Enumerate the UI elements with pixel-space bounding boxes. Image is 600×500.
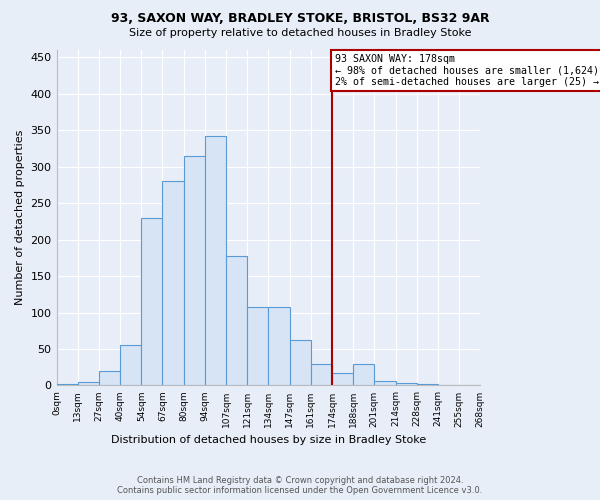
Text: 93, SAXON WAY, BRADLEY STOKE, BRISTOL, BS32 9AR: 93, SAXON WAY, BRADLEY STOKE, BRISTOL, B… — [110, 12, 490, 26]
Bar — [311, 364, 332, 386]
Text: Size of property relative to detached houses in Bradley Stoke: Size of property relative to detached ho… — [129, 28, 471, 38]
Bar — [395, 382, 417, 386]
Bar — [268, 306, 290, 386]
Text: Contains HM Land Registry data © Crown copyright and database right 2024.
Contai: Contains HM Land Registry data © Crown c… — [118, 476, 482, 495]
Text: 93 SAXON WAY: 178sqm
← 98% of detached houses are smaller (1,624)
2% of semi-det: 93 SAXON WAY: 178sqm ← 98% of detached h… — [335, 54, 599, 87]
Bar — [459, 384, 480, 386]
Bar — [438, 384, 459, 386]
Bar — [332, 373, 353, 386]
Bar — [290, 340, 311, 386]
Bar — [353, 364, 374, 386]
Bar — [184, 156, 205, 386]
Bar — [56, 384, 78, 386]
Bar — [247, 306, 268, 386]
X-axis label: Distribution of detached houses by size in Bradley Stoke: Distribution of detached houses by size … — [111, 435, 426, 445]
Y-axis label: Number of detached properties: Number of detached properties — [15, 130, 25, 306]
Bar — [205, 136, 226, 386]
Bar — [141, 218, 163, 386]
Bar — [99, 371, 120, 386]
Bar — [163, 182, 184, 386]
Bar — [417, 384, 438, 386]
Bar — [226, 256, 247, 386]
Bar — [374, 381, 395, 386]
Bar — [120, 346, 141, 386]
Bar — [78, 382, 99, 386]
